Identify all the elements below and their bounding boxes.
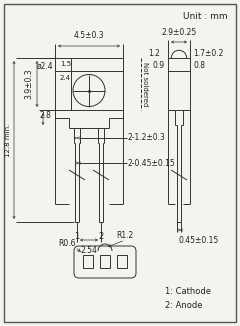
Bar — [83, 255, 93, 268]
Text: 2-0.45±0.15: 2-0.45±0.15 — [128, 158, 176, 168]
Bar — [100, 255, 110, 268]
Text: 4.5±0.3: 4.5±0.3 — [74, 31, 104, 40]
Text: 3.9±0.3: 3.9±0.3 — [24, 69, 34, 99]
Text: 2.9±0.25: 2.9±0.25 — [161, 28, 197, 37]
Text: 1: Cathode: 1: Cathode — [165, 288, 211, 297]
Text: Unit : mm: Unit : mm — [183, 12, 228, 21]
Bar — [117, 255, 127, 268]
Text: 0.45±0.15: 0.45±0.15 — [179, 236, 219, 245]
Text: 2: Anode: 2: Anode — [165, 301, 203, 309]
Bar — [168, 58, 190, 110]
Text: 2: 2 — [98, 232, 104, 241]
Text: 2.54: 2.54 — [81, 246, 97, 255]
Text: R0.6: R0.6 — [58, 239, 76, 247]
Text: 1.5: 1.5 — [60, 61, 71, 67]
Text: 0.8: 0.8 — [194, 62, 206, 70]
Bar — [55, 58, 123, 110]
Text: 2.4: 2.4 — [60, 75, 71, 81]
Text: R1.2: R1.2 — [116, 231, 134, 241]
Text: 12.8 min.: 12.8 min. — [5, 123, 11, 157]
Text: 1.2: 1.2 — [148, 49, 160, 57]
Text: 0.9: 0.9 — [153, 62, 165, 70]
FancyBboxPatch shape — [74, 246, 136, 278]
Text: ø2.4: ø2.4 — [36, 62, 53, 70]
Text: Not soldered: Not soldered — [142, 62, 148, 106]
Text: 2-1.2±0.3: 2-1.2±0.3 — [128, 134, 166, 142]
Text: 2.8: 2.8 — [39, 111, 51, 120]
Text: 1.7±0.2: 1.7±0.2 — [193, 49, 223, 57]
Text: 1: 1 — [74, 232, 80, 241]
